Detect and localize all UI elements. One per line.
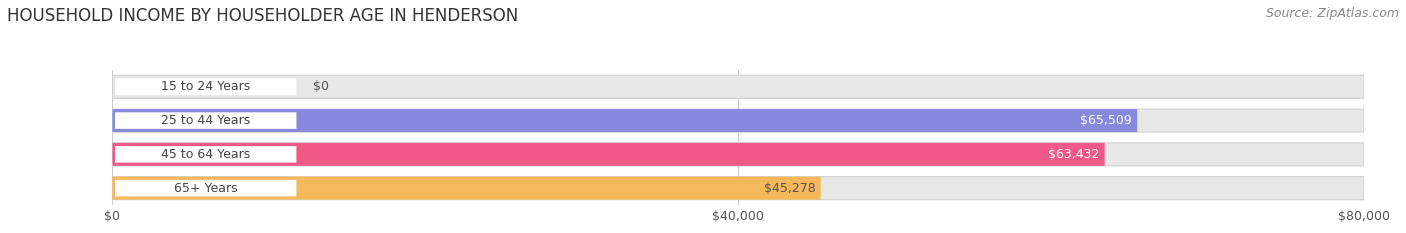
Text: Source: ZipAtlas.com: Source: ZipAtlas.com — [1265, 7, 1399, 20]
Text: 15 to 24 Years: 15 to 24 Years — [162, 80, 250, 93]
FancyBboxPatch shape — [112, 109, 1137, 132]
Text: 25 to 44 Years: 25 to 44 Years — [162, 114, 250, 127]
FancyBboxPatch shape — [112, 177, 821, 200]
FancyBboxPatch shape — [112, 143, 1364, 166]
Text: HOUSEHOLD INCOME BY HOUSEHOLDER AGE IN HENDERSON: HOUSEHOLD INCOME BY HOUSEHOLDER AGE IN H… — [7, 7, 519, 25]
Text: 65+ Years: 65+ Years — [174, 182, 238, 195]
FancyBboxPatch shape — [115, 146, 297, 163]
FancyBboxPatch shape — [112, 109, 1364, 132]
FancyBboxPatch shape — [112, 143, 1105, 166]
FancyBboxPatch shape — [112, 75, 1364, 98]
FancyBboxPatch shape — [115, 180, 297, 196]
Text: 45 to 64 Years: 45 to 64 Years — [162, 148, 250, 161]
Text: $45,278: $45,278 — [763, 182, 815, 195]
Text: $65,509: $65,509 — [1080, 114, 1132, 127]
FancyBboxPatch shape — [115, 112, 297, 129]
FancyBboxPatch shape — [112, 177, 1364, 200]
FancyBboxPatch shape — [115, 79, 297, 95]
Text: $63,432: $63,432 — [1049, 148, 1099, 161]
Text: $0: $0 — [312, 80, 329, 93]
